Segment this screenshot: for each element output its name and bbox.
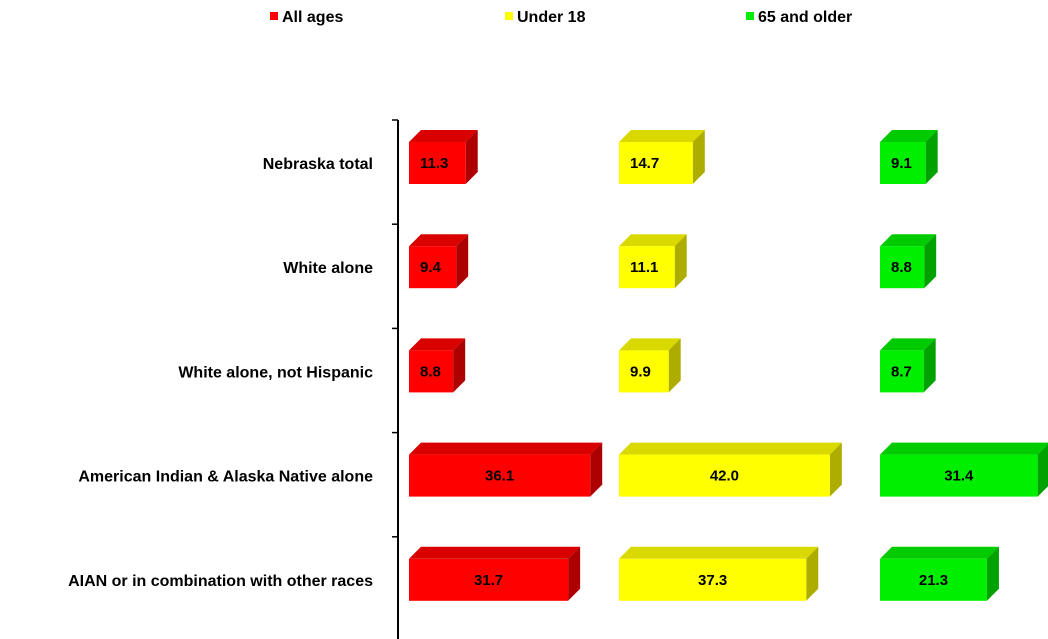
bar-top-face [409, 234, 469, 247]
bar-top-face [880, 234, 937, 247]
bar-side-face [453, 338, 466, 393]
category-label-american-indian-alaska-native-alone: American Indian & Alaska Native alone [78, 469, 373, 486]
bar-top-face [409, 130, 478, 142]
bar-front-face [619, 142, 693, 184]
bar-side-face [668, 338, 681, 393]
bar-top-face [880, 442, 1048, 455]
legend: All ages Under 18 65 and older [270, 9, 852, 26]
bar-top-face [409, 338, 466, 351]
bar-value-label: 37.3 [698, 572, 727, 589]
bar-under-18-aian-or-in-combination-with-other-races: 37.3 [619, 546, 819, 601]
bar-top-face [409, 546, 581, 559]
bar-top-face [619, 234, 687, 247]
legend-label-all-ages: All ages [282, 9, 343, 26]
bar-value-label: 9.1 [891, 155, 912, 172]
bar-all-ages-nebraska-total: 11.3 [409, 130, 478, 184]
bar-65-and-older-aian-or-in-combination-with-other-races: 21.3 [880, 546, 999, 601]
bar-side-face [692, 130, 705, 184]
bar-all-ages-american-indian-alaska-native-alone: 36.1 [409, 442, 603, 497]
bar-front-face [880, 558, 987, 601]
bar-top-face [619, 442, 842, 455]
bar-side-face [590, 442, 603, 497]
bar-front-face [619, 246, 675, 289]
bar-front-face [880, 246, 925, 289]
bar-side-face [568, 546, 581, 601]
bar-side-face [465, 130, 478, 184]
bar-front-face [409, 558, 569, 601]
bar-65-and-older-white-alone-not-hispanic: 8.7 [880, 338, 936, 393]
bar-front-face [409, 142, 466, 184]
category-label-aian-or-in-combination-with-other-races: AIAN or in combination with other races [68, 573, 373, 590]
bar-side-face [925, 130, 938, 184]
bar-front-face [409, 454, 591, 497]
bar-top-face [619, 130, 705, 142]
bars: 11.3 9.4 8.8 36.1 31.7 14.7 11.1 9.9 42.0 37.3 9.1… [409, 130, 1048, 601]
bar-value-label: 21.3 [919, 572, 948, 589]
bar-side-face [923, 338, 936, 393]
bar-side-face [1037, 444, 1048, 497]
bar-front-face [880, 350, 924, 393]
legend-label-under-18: Under 18 [517, 9, 586, 26]
bar-side-face [456, 234, 469, 289]
bar-65-and-older-american-indian-alaska-native-alone: 31.4 [880, 442, 1048, 497]
bar-side-face [924, 234, 937, 289]
bar-top-face [409, 442, 603, 455]
category-label-white-alone-not-hispanic: White alone, not Hispanic [178, 364, 373, 381]
bar-side-face [674, 234, 687, 289]
bar-65-and-older-nebraska-total: 9.1 [880, 130, 938, 184]
legend-label-65-and-older: 65 and older [758, 9, 852, 26]
bar-all-ages-aian-or-in-combination-with-other-races: 31.7 [409, 546, 581, 601]
bar-top-face [619, 546, 819, 559]
bar-value-label: 14.7 [630, 155, 659, 172]
bar-front-face [409, 350, 454, 393]
bar-value-label: 11.3 [420, 155, 448, 172]
bar-under-18-white-alone: 11.1 [619, 234, 687, 289]
bar-under-18-nebraska-total: 14.7 [619, 130, 705, 184]
bar-value-label: 42.0 [710, 468, 739, 485]
bar-front-face [409, 246, 457, 289]
bar-side-face [829, 442, 842, 497]
category-label-nebraska-total: Nebraska total [263, 156, 373, 173]
bar-all-ages-white-alone: 9.4 [409, 234, 469, 289]
bar-front-face [619, 454, 830, 497]
bar-value-label: 31.4 [944, 468, 974, 485]
bar-65-and-older-white-alone: 8.8 [880, 234, 937, 289]
legend-swatch-all-ages [270, 12, 278, 20]
bar-side-face [806, 546, 819, 601]
bar-value-label: 9.9 [630, 363, 651, 380]
bar-top-face [880, 338, 936, 351]
bar-front-face [619, 350, 669, 393]
bar-all-ages-white-alone-not-hispanic: 8.8 [409, 338, 466, 393]
bar-value-label: 36.1 [485, 468, 514, 485]
bar-front-face [880, 142, 926, 184]
bar-value-label: 8.8 [420, 363, 441, 380]
bar-under-18-american-indian-alaska-native-alone: 42.0 [619, 442, 842, 497]
legend-swatch-under-18 [505, 12, 513, 20]
bar-under-18-white-alone-not-hispanic: 9.9 [619, 338, 681, 393]
bar-value-label: 31.7 [474, 572, 503, 589]
bar-top-face [880, 546, 999, 559]
bar-front-face [880, 454, 1038, 497]
bar-value-label: 8.8 [891, 259, 912, 276]
category-label-white-alone: White alone [283, 260, 373, 277]
bar-top-face [619, 338, 681, 351]
bar-value-label: 9.4 [420, 259, 442, 276]
bar-value-label: 8.7 [891, 363, 912, 380]
category-axis [392, 119, 399, 639]
bar-front-face [619, 558, 807, 601]
bar-value-label: 11.1 [630, 259, 658, 276]
bar-side-face [986, 546, 999, 601]
legend-swatch-65-and-older [746, 12, 754, 20]
bar-top-face [880, 130, 938, 142]
category-labels: Nebraska total White alone White alone, no… [68, 156, 373, 590]
